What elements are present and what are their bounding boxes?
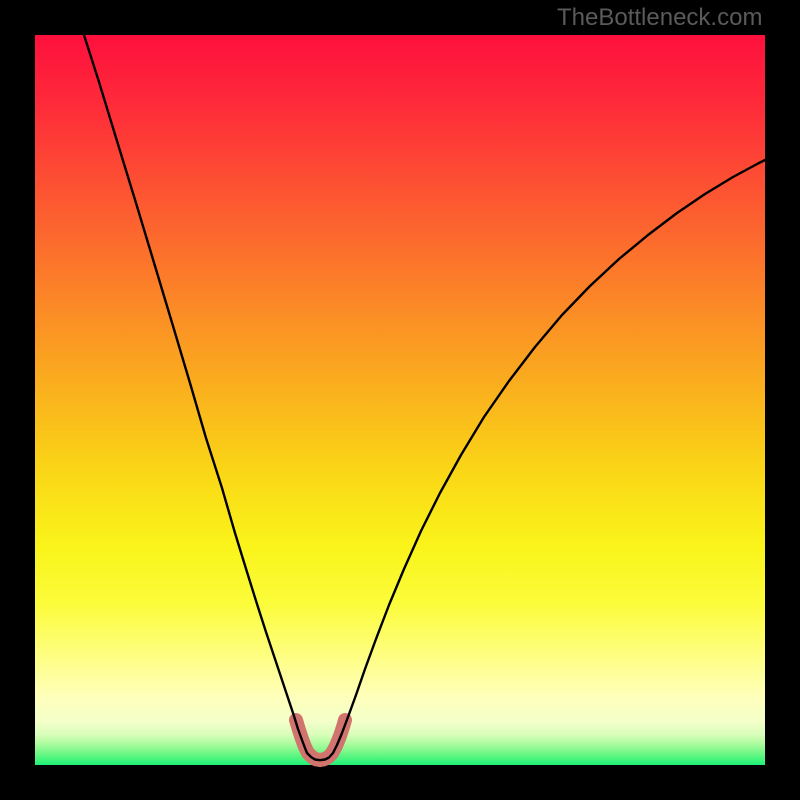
watermark-text: TheBottleneck.com bbox=[557, 4, 762, 32]
bottleneck-chart bbox=[0, 0, 800, 800]
plot-gradient-background bbox=[35, 35, 765, 765]
chart-stage: TheBottleneck.com bbox=[0, 0, 800, 800]
